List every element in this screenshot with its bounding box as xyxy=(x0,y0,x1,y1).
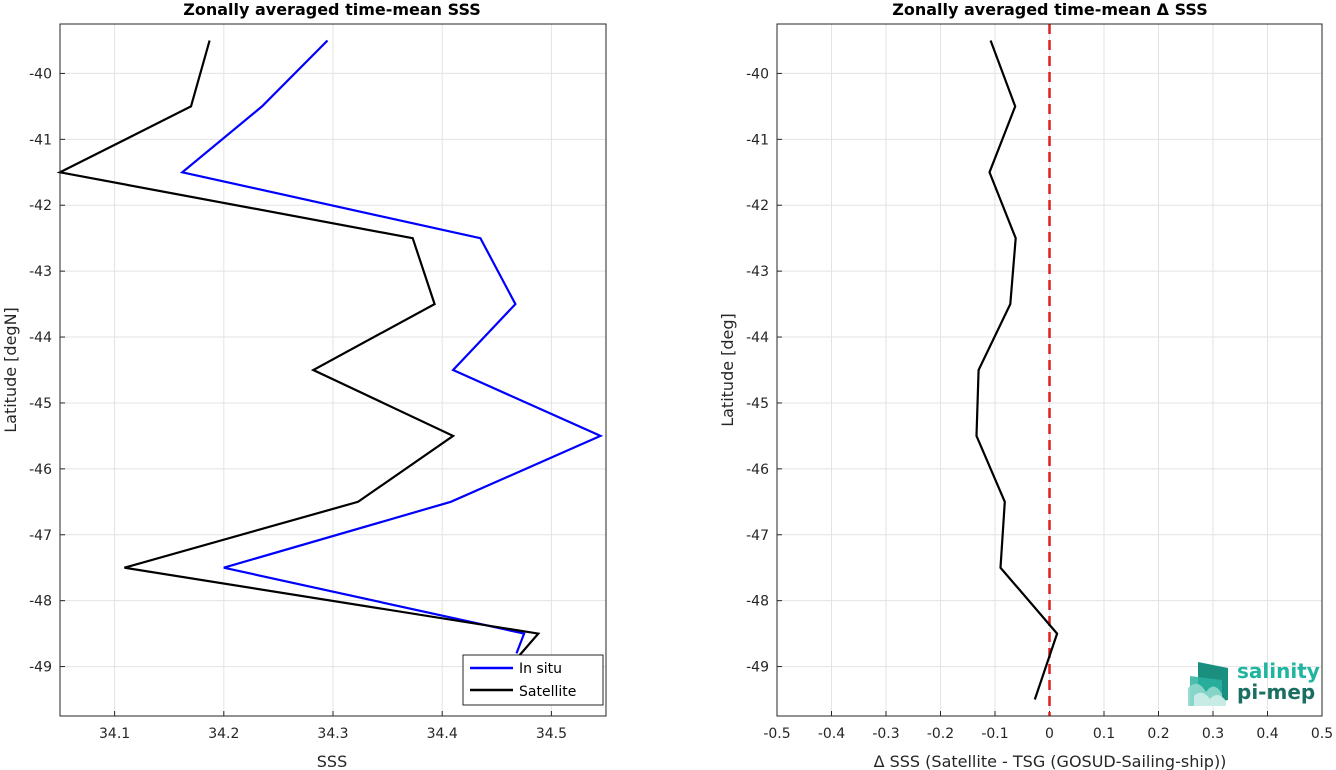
sss-panel: Zonally averaged time-mean SSS SSS Latit… xyxy=(1,0,607,770)
legend-box xyxy=(462,654,604,706)
right-y-tick-label: -42 xyxy=(746,198,769,214)
delta-sss-panel: Zonally averaged time-mean Δ SSS Δ SSS (… xyxy=(718,0,1333,770)
left-y-tick-label: -43 xyxy=(29,264,52,280)
left-y-tick-label: -44 xyxy=(29,330,52,346)
left-y-tick-label: -46 xyxy=(29,462,52,478)
logo-text-pi-mep: pi-mep xyxy=(1237,680,1315,704)
left-x-tick-label: 34.5 xyxy=(536,726,567,742)
right-y-tick-label: -46 xyxy=(746,462,769,478)
right-x-tick-label: 0.1 xyxy=(1093,726,1115,742)
right-y-tick-label: -43 xyxy=(746,264,769,280)
logo-wave-graphic xyxy=(1188,662,1228,706)
left-axes-frame xyxy=(59,23,607,717)
left-chart-title: Zonally averaged time-mean SSS xyxy=(183,0,481,19)
right-y-tick-label: -47 xyxy=(746,528,769,544)
right-y-tick-label: -48 xyxy=(746,594,769,610)
right-y-tick-label: -40 xyxy=(746,66,769,82)
right-series-line-delta-sss xyxy=(975,40,1059,700)
right-y-tick-label: -45 xyxy=(746,396,769,412)
right-x-tick-label: -0.3 xyxy=(872,726,899,742)
right-x-axis-label: Δ SSS (Satellite - TSG (GOSUD-Sailing-sh… xyxy=(874,752,1227,770)
legend-label-satellite: Satellite xyxy=(519,684,576,700)
right-x-tick-label: -0.2 xyxy=(927,726,954,742)
right-y-tick-label: -44 xyxy=(746,330,769,346)
left-y-tick-label: -42 xyxy=(29,198,52,214)
right-x-tick-label: -0.1 xyxy=(981,726,1008,742)
right-x-tick-label: -0.4 xyxy=(818,726,845,742)
left-y-tick-label: -47 xyxy=(29,528,52,544)
logo-text-salinity: salinity xyxy=(1237,659,1320,683)
left-series-line-satellite xyxy=(56,40,541,661)
left-x-tick-label: 34.3 xyxy=(317,726,348,742)
left-y-axis-label: Latitude [degN] xyxy=(1,307,20,433)
right-y-axis-label: Latitude [deg] xyxy=(718,313,737,427)
legend: In situ Satellite xyxy=(462,654,604,706)
right-y-tick-label: -49 xyxy=(746,660,769,676)
left-series-line-in-situ xyxy=(179,39,604,654)
left-x-tick-label: 34.1 xyxy=(99,726,130,742)
left-y-tick-label: -40 xyxy=(29,66,52,82)
right-chart-title: Zonally averaged time-mean Δ SSS xyxy=(892,0,1208,19)
legend-label-in-situ: In situ xyxy=(519,661,562,677)
left-x-axis-label: SSS xyxy=(317,752,347,770)
right-axes-frame xyxy=(776,23,1323,717)
left-y-tick-label: -48 xyxy=(29,594,52,610)
right-y-tick-label: -41 xyxy=(746,132,769,148)
left-y-tick-label: -41 xyxy=(29,132,52,148)
left-y-tick-label: -49 xyxy=(29,660,52,676)
left-x-tick-label: 34.2 xyxy=(208,726,239,742)
left-x-tick-label: 34.4 xyxy=(427,726,458,742)
left-y-tick-label: -45 xyxy=(29,396,52,412)
right-x-tick-label: -0.5 xyxy=(763,726,790,742)
right-x-tick-label: 0.5 xyxy=(1311,726,1333,742)
salinity-pi-mep-logo: salinity pi-mep xyxy=(1188,659,1320,706)
right-x-tick-label: 0.3 xyxy=(1202,726,1224,742)
right-x-tick-label: 0.2 xyxy=(1147,726,1169,742)
right-x-tick-label: 0 xyxy=(1045,726,1054,742)
right-x-tick-label: 0.4 xyxy=(1256,726,1278,742)
